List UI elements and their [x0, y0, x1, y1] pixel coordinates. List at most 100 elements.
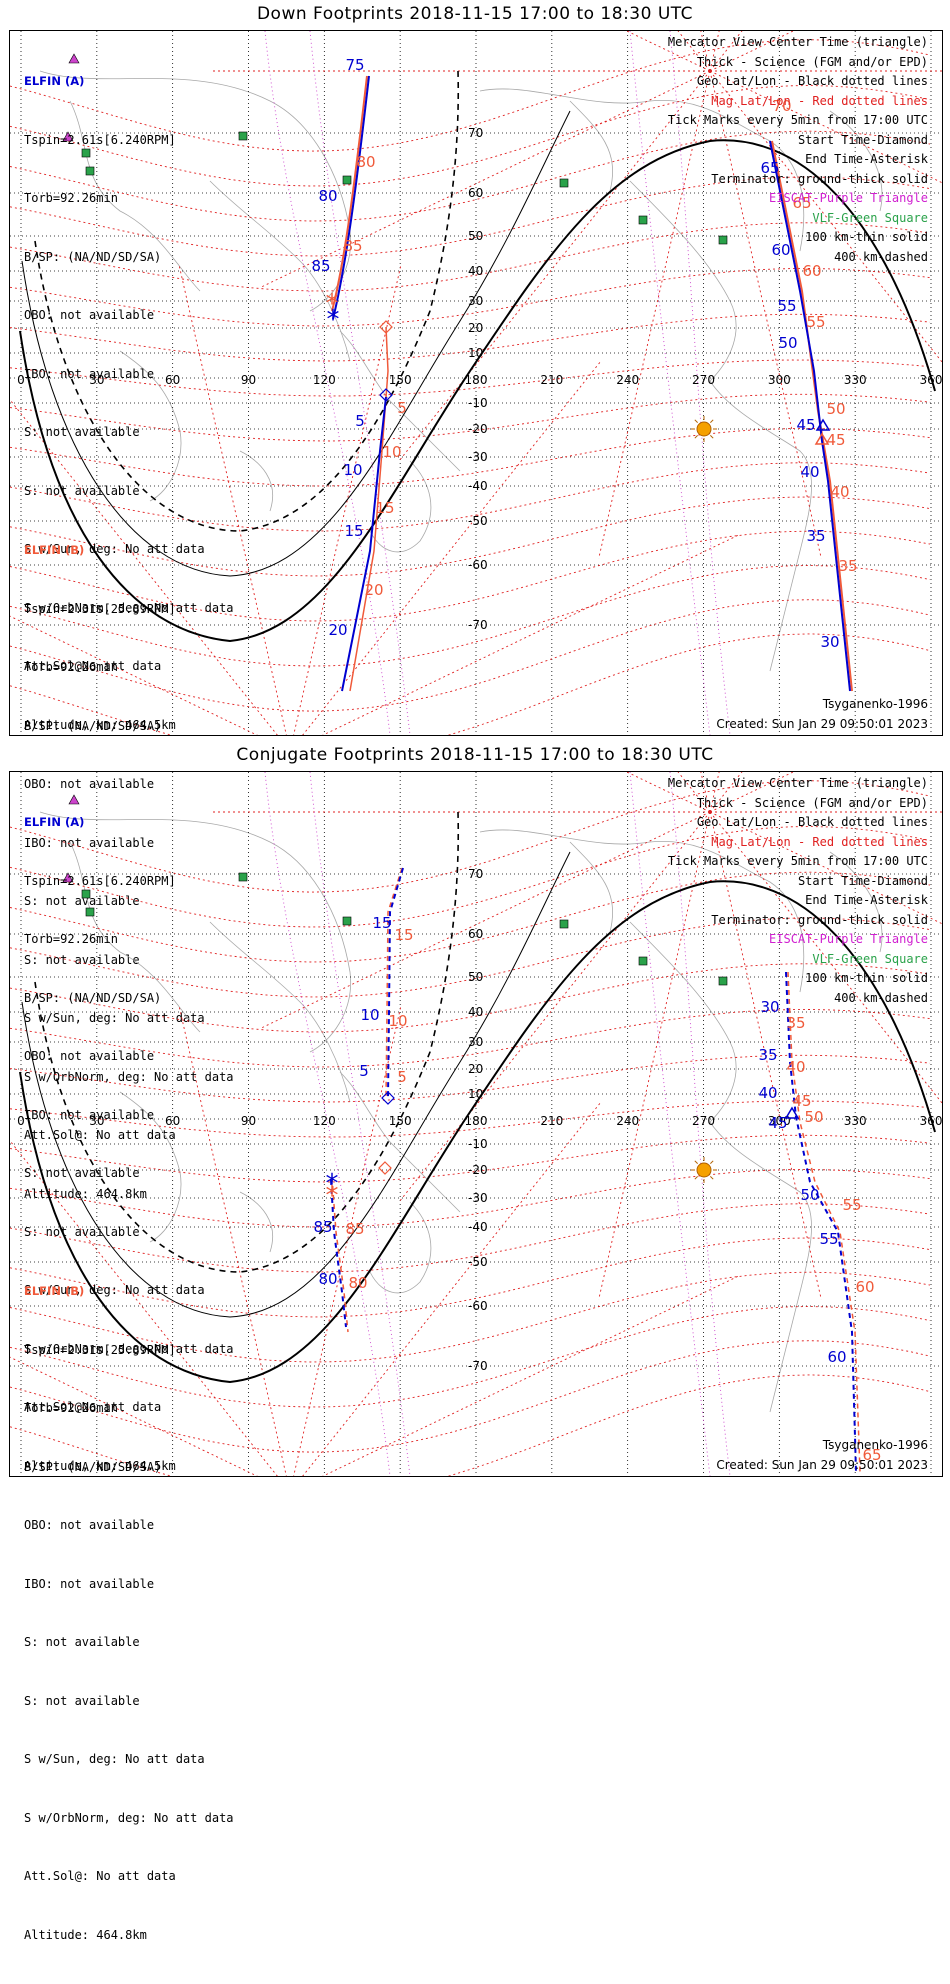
vlf-green-square [342, 175, 352, 185]
track-a-tick-label: 10 [343, 461, 362, 479]
elfin-b-line: S w/OrbNorm, deg: No att data [24, 1069, 234, 1084]
eiscat-purple-triangle [68, 53, 80, 64]
track-b-east [787, 971, 861, 1473]
track-a-tick-label: 40 [758, 1084, 777, 1102]
end-asterisk-b: * [326, 1181, 339, 1211]
terminator-400km [34, 811, 460, 1273]
track-a-tick-label: 60 [827, 1348, 846, 1366]
legend-entry: 100 km-thin solid [805, 230, 928, 244]
purple-curve [629, 772, 711, 1476]
mag-parallel [10, 268, 931, 327]
elfin-b-line: Torb=92.26min [24, 660, 118, 674]
sun-ray [694, 435, 698, 439]
track-a-tick-label: 35 [758, 1046, 777, 1064]
legend-entry: Terminator: ground-thick solid [711, 171, 928, 186]
legend-entry: Terminator: ground-thick solid [711, 912, 928, 927]
lon-tick-label: 90 [241, 1114, 256, 1128]
lat-tick-label: 10 [468, 1087, 483, 1101]
track-b-tick-label: 40 [830, 483, 849, 501]
lon-tick-label: 300 [768, 1114, 791, 1128]
legend-entry: Mag Lat/Lon - Red dotted lines [711, 93, 928, 108]
mag-parallel [10, 176, 931, 257]
mag-parallel [10, 39, 931, 152]
lon-tick-label: 330 [844, 373, 867, 387]
coastline [209, 921, 351, 1103]
footprint-map: 0 30 60 90 120 150 180 210 240 270 300 330 360 70 60 50… [10, 772, 942, 1476]
track-b-tick-label: 65 [792, 194, 811, 212]
lon-tick-label: 360 [920, 1114, 942, 1128]
mag-parallel [10, 1340, 931, 1453]
legend-entry: End Time-Asterisk [805, 152, 928, 166]
mag-parallel [10, 1054, 931, 1103]
terminator-ground [19, 139, 936, 643]
lon-tick-label: 120 [313, 1114, 336, 1128]
elfin-b-line: OBO: not available [24, 1518, 155, 1532]
legend-entry: EISCAT-Purple Triangle [769, 191, 928, 205]
elfin-b-info: ELFIN (B) Tspin=2.31s[25.89RPM] Torb=92.… [24, 1243, 234, 1984]
elfin-b-line: S: not available [24, 1635, 140, 1649]
terminator-ground [19, 880, 936, 1384]
axis-labels: 0 30 60 90 120 150 180 210 240 270 300 330 360 70 60 50… [17, 126, 942, 632]
lat-tick-label: 70 [468, 867, 483, 881]
coastline [629, 180, 737, 382]
coastline [239, 450, 274, 512]
created-timestamp: Created: Sun Jan 29 09:50:01 2023 [716, 1458, 928, 1472]
vlf-green-square [238, 872, 248, 882]
mag-parallel [10, 1374, 931, 1476]
legend-entry: VLF-Green Square [812, 951, 928, 966]
model-label: Tsyganenko-1996 [822, 697, 928, 711]
mag-parallel [10, 1134, 931, 1183]
track-b-tick-label: 70 [772, 97, 791, 115]
coastline [569, 100, 613, 192]
vlf-green-square [85, 907, 95, 917]
elfin-b-line: Torb=92.26min [24, 1401, 118, 1415]
coastline [569, 841, 613, 933]
lat-tick-label: 40 [468, 1005, 483, 1019]
lat-tick-label: -30 [468, 450, 488, 464]
track-group: ** 75 80 85 5 10 15 20 80 85 5 10 15 20 65 60 55 50 45 40 35… [311, 56, 858, 692]
sun-ray [710, 1176, 714, 1180]
elfin-b-line: Tspin=2.31s[25.89RPM] [24, 1342, 176, 1357]
track-a-tick-label: 40 [800, 463, 819, 481]
mag-parallel [10, 565, 931, 667]
start-diamond-b [378, 1161, 392, 1175]
legend-entry: Mag Lat/Lon - Red dotted lines [711, 834, 928, 849]
elfin-a-line: IBO: not available [24, 1107, 155, 1122]
lon-tick-label: 180 [465, 373, 488, 387]
sun-ray [710, 435, 714, 439]
center-triangle-a [784, 1106, 800, 1119]
elfin-b-info: ELFIN (B) Tspin=2.31s[25.89RPM] Torb=92.… [24, 502, 234, 1243]
mag-grid [10, 31, 942, 735]
track-a-tick-label: 5 [359, 1062, 369, 1080]
mag-meridian [709, 70, 822, 559]
start-diamond-b [379, 320, 393, 334]
track-a-tick-label: 50 [800, 1186, 819, 1204]
coastline [829, 851, 883, 953]
lon-tick-label: 300 [768, 373, 791, 387]
lon-tick-label: 60 [165, 373, 180, 387]
track-b-tick-label: 45 [792, 1092, 811, 1110]
coastline [479, 88, 805, 252]
terminator-100km [21, 851, 571, 1318]
sun-ray [710, 419, 714, 423]
purple-curve [669, 31, 731, 735]
panel-title: Conjugate Footprints 2018-11-15 17:00 to… [236, 745, 714, 765]
mag-meridian [397, 811, 711, 1204]
mag-meridian [322, 533, 741, 735]
elfin-a-line: S: not available [24, 1166, 140, 1180]
mag-parallel [10, 1237, 931, 1318]
elfin-b-line: S w/Sun, deg: No att data [24, 1011, 205, 1025]
track-b-south [349, 326, 389, 692]
elfin-a-line: OBO: not available [24, 1049, 155, 1063]
sun-ray [694, 1160, 698, 1164]
legend-entry: Thick - Science (FGM and/or EPD) [696, 795, 928, 810]
track-b-tick-label: 35 [838, 557, 857, 575]
track-b-tick-label: 40 [786, 1058, 805, 1076]
down-footprints-panel: Down Footprints 2018-11-15 17:00 to 18:3… [0, 0, 950, 1201]
sun-group [691, 1157, 717, 1183]
vlf-green-square [638, 215, 648, 225]
vlf-green-square [81, 889, 91, 899]
lat-tick-label: -70 [468, 1359, 488, 1373]
mag-parallel [10, 599, 931, 712]
mag-meridian [322, 1274, 741, 1476]
